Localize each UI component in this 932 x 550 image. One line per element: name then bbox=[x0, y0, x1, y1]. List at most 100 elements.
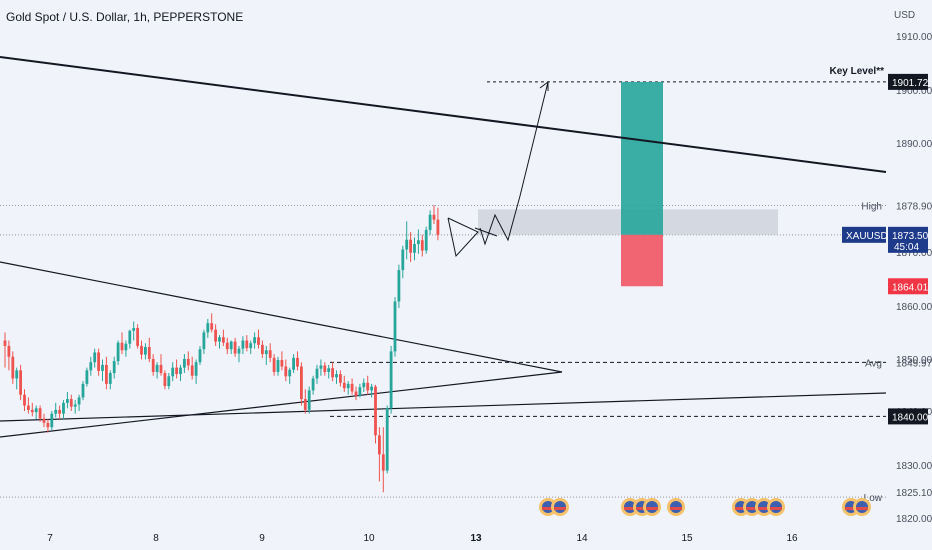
candle-body bbox=[311, 378, 315, 391]
candle-body bbox=[62, 402, 65, 414]
candle-body bbox=[202, 332, 206, 350]
candle-body bbox=[179, 367, 182, 375]
candle-body bbox=[15, 370, 19, 379]
candle-body bbox=[155, 364, 159, 372]
candle-body bbox=[261, 344, 264, 355]
drawings bbox=[447, 81, 549, 258]
time-tick: 13 bbox=[470, 533, 482, 544]
candles bbox=[3, 205, 440, 493]
candle-body bbox=[370, 386, 373, 391]
candle-body bbox=[233, 341, 237, 354]
candle-body bbox=[436, 219, 440, 235]
grid bbox=[0, 81, 886, 498]
pennant-drawing bbox=[447, 217, 479, 258]
candle-body bbox=[163, 373, 167, 387]
candle-body bbox=[105, 364, 108, 384]
time-tick: 16 bbox=[786, 533, 798, 544]
key-level-label: Key Level** bbox=[830, 66, 885, 77]
candle-body bbox=[292, 357, 295, 370]
candle-body bbox=[346, 383, 350, 389]
profit-zone bbox=[621, 81, 663, 235]
projected-path bbox=[479, 81, 549, 246]
candle-body bbox=[85, 370, 89, 384]
candle-body bbox=[69, 399, 73, 407]
candle-body bbox=[198, 349, 202, 363]
candle-body bbox=[366, 382, 370, 391]
price-tick: 1890.00 bbox=[896, 139, 932, 150]
candle-body bbox=[432, 214, 436, 220]
candle-body bbox=[374, 386, 377, 436]
candle-body bbox=[409, 239, 412, 253]
candle-body bbox=[323, 365, 327, 372]
candle-body bbox=[397, 270, 401, 302]
candle-body bbox=[30, 409, 34, 413]
candle-body bbox=[159, 364, 163, 374]
stop-price-bg bbox=[888, 278, 928, 295]
candle-body bbox=[253, 337, 256, 344]
candle-body bbox=[237, 348, 241, 354]
time-axis[interactable]: 7 8 9 10 13 14 15 16 bbox=[47, 533, 798, 544]
high-label: High bbox=[861, 202, 882, 213]
symbol-tag: XAUUSD bbox=[846, 231, 888, 242]
candle-body bbox=[77, 397, 81, 405]
candle-body bbox=[42, 418, 46, 423]
candle-body bbox=[362, 382, 366, 388]
loss-zone bbox=[621, 234, 663, 287]
candle-body bbox=[50, 413, 54, 428]
candle-body bbox=[405, 239, 409, 250]
economic-events[interactable] bbox=[539, 498, 871, 516]
candle-body bbox=[218, 337, 221, 342]
price-tick: 1900.00 bbox=[896, 86, 932, 97]
price-tick: 1825.10 bbox=[896, 488, 932, 499]
candle-body bbox=[124, 343, 128, 351]
candle-body bbox=[186, 358, 190, 366]
candle-body bbox=[241, 340, 245, 349]
us-event-flag-icon[interactable] bbox=[643, 498, 661, 516]
level-labels: 1901.72 1840.00 1864.01 Key Level** High 1878… bbox=[830, 66, 932, 504]
candle-body bbox=[151, 358, 155, 372]
candle-body bbox=[183, 358, 186, 368]
candle-body bbox=[194, 362, 198, 376]
us-event-flag-icon[interactable] bbox=[767, 498, 785, 516]
candle-body bbox=[335, 374, 338, 378]
triangle-upper-line bbox=[0, 261, 563, 373]
candle-body bbox=[354, 391, 358, 396]
price-tick: 1870.00 bbox=[896, 248, 932, 259]
candle-body bbox=[288, 369, 292, 377]
candle-body bbox=[358, 387, 362, 396]
candle-body bbox=[120, 342, 124, 351]
us-event-flag-icon[interactable] bbox=[551, 498, 569, 516]
price-tick: 1860.00 bbox=[896, 302, 932, 313]
candle-body bbox=[210, 323, 214, 330]
candle-body bbox=[424, 229, 428, 251]
candle-body bbox=[378, 435, 381, 455]
candle-body bbox=[300, 366, 303, 400]
candle-body bbox=[268, 350, 272, 358]
candle-body bbox=[214, 329, 217, 342]
time-tick: 9 bbox=[259, 533, 265, 544]
candle-body bbox=[46, 422, 50, 428]
candle-body bbox=[38, 408, 42, 419]
candle-body bbox=[413, 244, 416, 253]
candle-body bbox=[389, 351, 393, 409]
long-support-line bbox=[0, 392, 887, 422]
candle-body bbox=[257, 337, 260, 345]
candle-body bbox=[89, 362, 93, 371]
candle-body bbox=[73, 404, 77, 407]
candle-body bbox=[393, 301, 397, 352]
candle-body bbox=[249, 343, 253, 349]
candle-body bbox=[132, 328, 136, 331]
candle-body bbox=[350, 383, 354, 392]
high-price: 1878.90 bbox=[896, 202, 932, 213]
us-event-flag-icon[interactable] bbox=[667, 498, 685, 516]
candle-body bbox=[101, 364, 104, 371]
candle-body bbox=[66, 399, 69, 403]
price-tick: 1830.00 bbox=[896, 461, 932, 472]
candle-body bbox=[108, 373, 112, 384]
candle-body bbox=[319, 365, 323, 369]
us-event-flag-icon[interactable] bbox=[853, 498, 871, 516]
candle-body bbox=[264, 350, 268, 355]
candle-body bbox=[284, 366, 288, 377]
candle-body bbox=[147, 347, 151, 359]
